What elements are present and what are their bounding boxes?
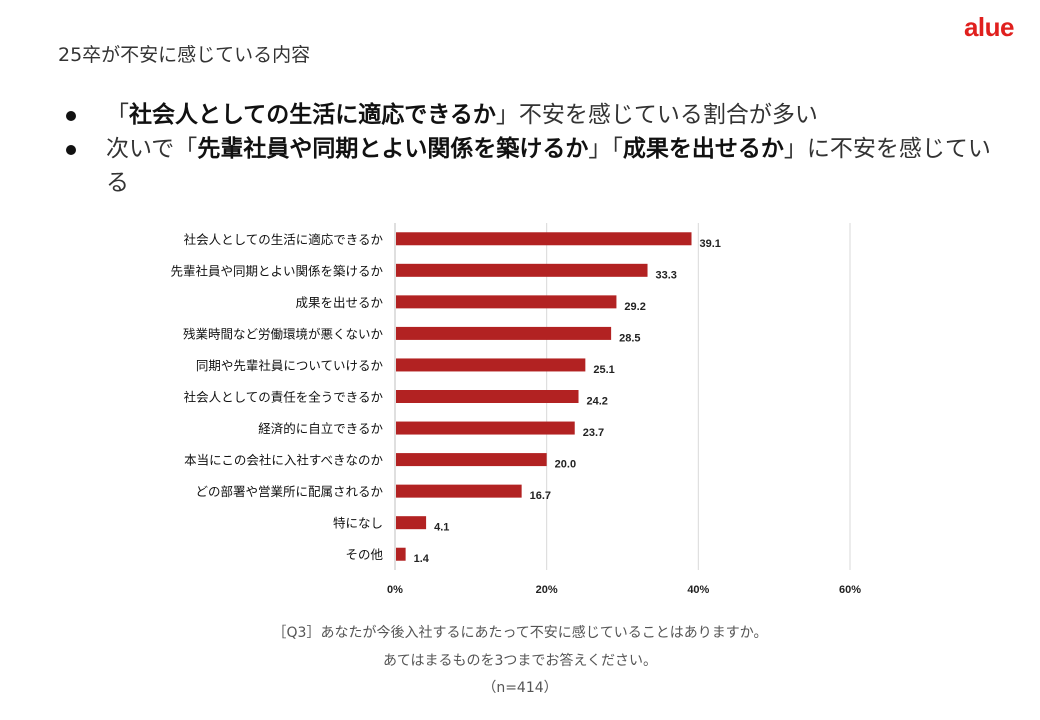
data-label: 29.2	[624, 301, 645, 313]
key-findings: 「社会人としての生活に適応できるか」不安を感じている割合が多い 次いで「先輩社員…	[66, 98, 1006, 200]
category-label: 経済的に自立できるか	[258, 421, 383, 436]
data-label: 25.1	[593, 364, 614, 376]
x-tick-label: 40%	[687, 584, 709, 596]
x-tick-label: 0%	[387, 584, 403, 596]
data-label: 23.7	[583, 427, 604, 439]
bar	[396, 358, 586, 372]
category-label: 成果を出せるか	[295, 295, 383, 310]
slide-title: 25卒が不安に感じている内容	[58, 44, 311, 66]
data-label: 16.7	[530, 490, 551, 502]
bar	[396, 516, 427, 530]
category-label: 先輩社員や同期とよい関係を築けるか	[170, 263, 383, 278]
x-tick-label: 60%	[839, 584, 861, 596]
data-label: 39.1	[700, 238, 721, 250]
data-label: 24.2	[587, 396, 608, 408]
category-label: 本当にこの会社に入社すべきなのか	[184, 453, 383, 468]
category-label: 社会人としての責任を全うできるか	[184, 390, 384, 405]
survey-instruction: あてはまるものを3つまでお答えください。	[383, 653, 657, 669]
brand-logo: alue	[963, 12, 1015, 42]
bullet-dot-icon	[66, 145, 76, 155]
bar	[396, 484, 522, 498]
data-label: 1.4	[414, 553, 430, 565]
category-label: 特になし	[333, 516, 383, 531]
bullet-text-1: 「社会人としての生活に適応できるか」不安を感じている割合が多い	[106, 102, 818, 128]
bullet-text-2: 次いで「先輩社員や同期とよい関係を築けるか」「成果を出せるか」に不安を感じている	[106, 136, 991, 196]
data-label: 20.0	[555, 459, 576, 471]
sample-size: （n=414）	[482, 680, 558, 696]
bullet-item-2: 次いで「先輩社員や同期とよい関係を築けるか」「成果を出せるか」に不安を感じている	[66, 132, 1006, 200]
bar-chart: 0% 20% 40% 60% 社会人としての生活に適応できるか 39.1 先輩社員や同期とよ…	[170, 223, 861, 596]
bar	[396, 232, 692, 246]
bullet-item-1: 「社会人としての生活に適応できるか」不安を感じている割合が多い	[66, 98, 1006, 132]
category-label: 残業時間など労働環境が悪くないか	[183, 326, 384, 341]
category-label: 社会人としての生活に適応できるか	[184, 232, 384, 247]
data-label: 4.1	[434, 522, 449, 534]
data-label: 28.5	[619, 332, 640, 344]
x-tick-label: 20%	[536, 584, 558, 596]
data-label: 33.3	[656, 269, 677, 281]
category-label: その他	[345, 547, 383, 562]
bar	[396, 326, 612, 340]
bar	[396, 547, 406, 561]
category-label: どの部署や営業所に配属されるか	[195, 484, 383, 499]
bar	[396, 263, 648, 277]
category-label: 同期や先輩社員についていけるか	[196, 358, 384, 373]
survey-question: ［Q3］あなたが今後入社するにあたって不安に感じていることはありますか。	[272, 625, 768, 641]
bullet-dot-icon	[66, 111, 76, 121]
bar	[396, 453, 547, 467]
bar	[396, 295, 617, 309]
bar	[396, 390, 579, 403]
bar	[396, 421, 575, 435]
